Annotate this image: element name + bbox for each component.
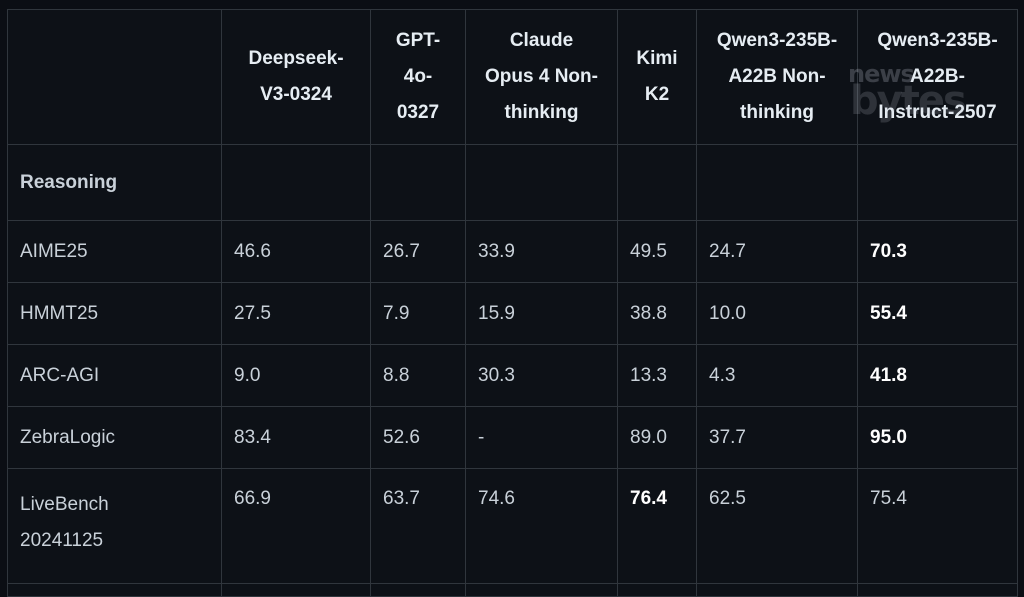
value-cell: 89.0 <box>617 406 697 469</box>
value-cell: 83.4 <box>221 406 371 469</box>
empty-cell <box>465 144 618 221</box>
header-corner-cell <box>7 9 222 145</box>
empty-cell <box>696 583 858 597</box>
table-row: HMMT25 27.5 7.9 15.9 38.8 10.0 55.4 <box>7 282 1018 345</box>
empty-cell <box>696 144 858 221</box>
value-cell: 46.6 <box>221 220 371 283</box>
column-header: Deepseek- V3-0324 <box>221 9 371 145</box>
table-row: ZebraLogic 83.4 52.6-89.0 37.7 95.0 <box>7 406 1018 469</box>
row-label: HMMT25 <box>7 282 222 345</box>
column-header-line: Instruct-2507 <box>878 102 997 123</box>
value-cell: 37.7 <box>696 406 858 469</box>
row-label: LiveBench 20241125 <box>7 468 222 584</box>
column-header-line: V3-0324 <box>260 84 332 105</box>
empty-cell <box>857 583 1018 597</box>
value-cell: 26.7 <box>370 220 466 283</box>
next-row-stub <box>7 583 1018 597</box>
table-row: ARC-AGI 9.0 8.8 30.3 13.3 4.3 41.8 <box>7 344 1018 407</box>
value-cell: 4.3 <box>696 344 858 407</box>
row-label: ARC-AGI <box>7 344 222 407</box>
value-cell: 76.4 <box>617 468 697 584</box>
value-cell: 63.7 <box>370 468 466 584</box>
empty-cell <box>7 583 222 597</box>
table-row: LiveBench 20241125 66.9 63.7 74.6 76.4 62.5 75.… <box>7 468 1018 584</box>
column-header-line: Deepseek- <box>248 48 344 69</box>
value-cell: 38.8 <box>617 282 697 345</box>
value-cell: 52.6 <box>370 406 466 469</box>
empty-cell <box>370 144 466 221</box>
empty-cell <box>221 583 371 597</box>
row-label-line: 20241125 <box>20 530 104 551</box>
row-label-line: ZebraLogic <box>20 426 116 448</box>
column-header-line: Opus 4 Non- <box>485 66 598 87</box>
column-header-line: 4o- <box>403 66 433 87</box>
column-header-line: GPT- <box>395 30 441 51</box>
column-header-line: Claude <box>509 30 574 51</box>
value-cell: 70.3 <box>857 220 1018 283</box>
column-header-line: 0327 <box>396 102 440 123</box>
empty-cell <box>221 144 371 221</box>
row-label-line: ARC-AGI <box>20 364 100 386</box>
column-header-line: thinking <box>740 102 814 123</box>
row-label: AIME25 <box>7 220 222 283</box>
empty-cell <box>465 583 618 597</box>
value-cell: - <box>465 406 618 469</box>
column-header: Qwen3-235B- A22B Non-thinking <box>696 9 858 145</box>
value-cell: 41.8 <box>857 344 1018 407</box>
empty-cell <box>617 144 697 221</box>
value-cell: 9.0 <box>221 344 371 407</box>
value-cell: 49.5 <box>617 220 697 283</box>
value-cell: 75.4 <box>857 468 1018 584</box>
column-header-line: Kimi <box>636 48 678 69</box>
value-cell: 30.3 <box>465 344 618 407</box>
value-cell: 13.3 <box>617 344 697 407</box>
empty-cell <box>617 583 697 597</box>
column-header: Kimi K2 <box>617 9 697 145</box>
table-body: Reasoning AIME25 46.6 26.7 33.9 49.5 24.7 70.3… <box>7 144 1018 597</box>
section-row: Reasoning <box>7 144 1018 221</box>
row-label: ZebraLogic <box>7 406 222 469</box>
value-cell: 66.9 <box>221 468 371 584</box>
header-row: Deepseek- V3-0324 GPT- 4o- 0327 Claude Opus 4 … <box>7 9 1018 145</box>
column-header-line: Qwen3-235B- <box>716 30 838 51</box>
screenshot-frame: Deepseek- V3-0324 GPT- 4o- 0327 Claude Opus 4 … <box>7 9 1018 597</box>
column-header-line: Qwen3-235B- <box>877 30 998 51</box>
empty-cell <box>857 144 1018 221</box>
value-cell: 33.9 <box>465 220 618 283</box>
value-cell: 55.4 <box>857 282 1018 345</box>
value-cell: 95.0 <box>857 406 1018 469</box>
row-label-line: LiveBench <box>20 494 109 515</box>
table-row: AIME25 46.6 26.7 33.9 49.5 24.7 70.3 <box>7 220 1018 283</box>
benchmark-table: Deepseek- V3-0324 GPT- 4o- 0327 Claude Opus 4 … <box>7 9 1018 597</box>
column-header-line: A22B- <box>910 66 965 87</box>
section-label: Reasoning <box>7 144 222 221</box>
value-cell: 10.0 <box>696 282 858 345</box>
empty-cell <box>370 583 466 597</box>
column-header: Claude Opus 4 Non-thinking <box>465 9 618 145</box>
row-label-line: AIME25 <box>20 240 88 262</box>
column-header-line: K2 <box>644 84 670 105</box>
value-cell: 74.6 <box>465 468 618 584</box>
value-cell: 8.8 <box>370 344 466 407</box>
column-header: Qwen3-235B- A22B- Instruct-2507 <box>857 9 1018 145</box>
value-cell: 7.9 <box>370 282 466 345</box>
column-header: GPT- 4o- 0327 <box>370 9 466 145</box>
row-label-line: HMMT25 <box>20 302 99 324</box>
value-cell: 15.9 <box>465 282 618 345</box>
column-header-line: thinking <box>504 102 579 123</box>
value-cell: 27.5 <box>221 282 371 345</box>
column-header-line: A22B Non- <box>728 66 826 87</box>
value-cell: 24.7 <box>696 220 858 283</box>
value-cell: 62.5 <box>696 468 858 584</box>
